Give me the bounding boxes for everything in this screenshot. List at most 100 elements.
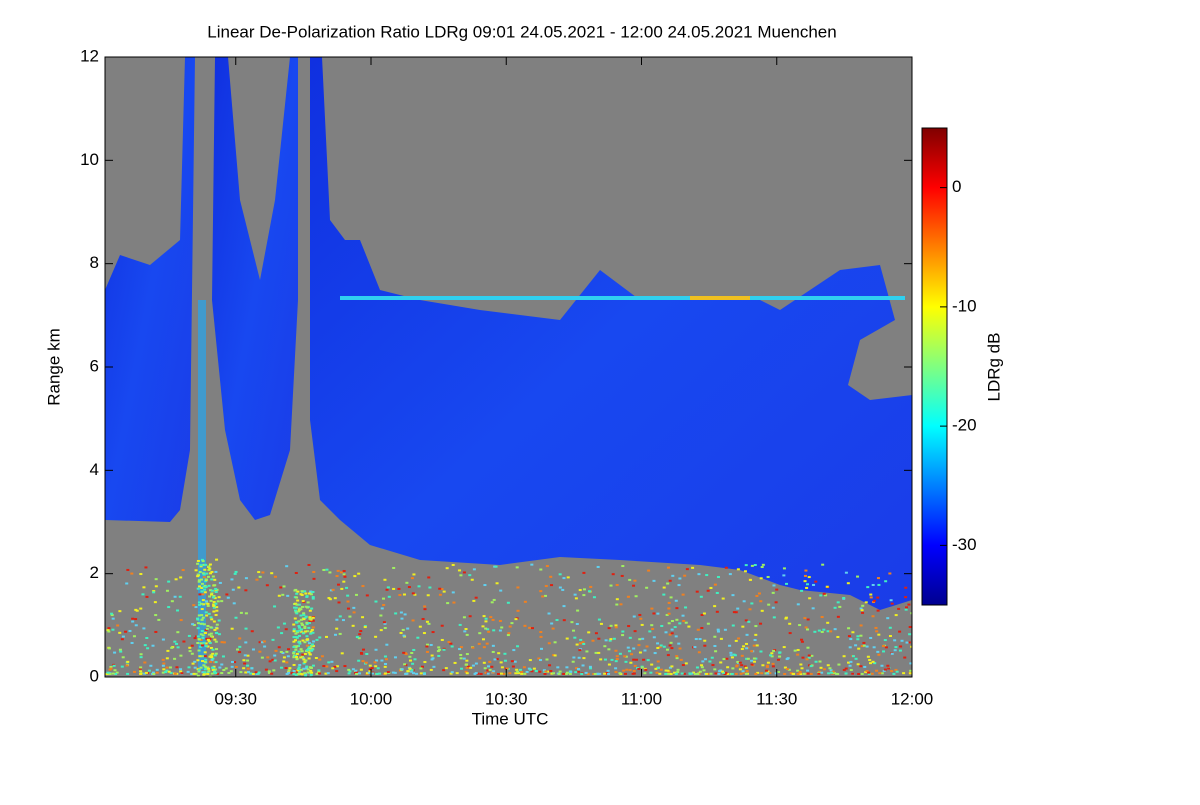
speckle xyxy=(205,614,209,617)
speckle xyxy=(628,636,632,639)
speckle xyxy=(787,668,791,671)
speckle xyxy=(266,656,270,659)
speckle xyxy=(703,644,707,647)
speckle xyxy=(206,575,210,578)
speckle xyxy=(310,607,314,610)
speckle xyxy=(752,657,756,660)
speckle xyxy=(575,643,579,646)
speckle xyxy=(359,630,363,633)
speckle xyxy=(806,669,810,672)
speckle xyxy=(539,647,543,650)
speckle xyxy=(337,601,341,604)
speckle xyxy=(624,660,628,663)
speckle xyxy=(294,606,298,609)
x-tick-label: 11:30 xyxy=(756,689,797,708)
speckle xyxy=(277,646,281,649)
speckle xyxy=(543,672,547,675)
speckle xyxy=(639,617,643,620)
speckle xyxy=(890,652,894,655)
speckle xyxy=(130,641,134,644)
speckle xyxy=(335,670,339,673)
speckle xyxy=(204,658,208,661)
speckle xyxy=(807,576,811,579)
speckle xyxy=(114,672,118,675)
speckle xyxy=(209,626,213,629)
noise-layer xyxy=(105,558,912,677)
speckle xyxy=(305,595,309,598)
speckle xyxy=(325,635,329,638)
speckle xyxy=(295,658,299,661)
speckle xyxy=(713,635,717,638)
speckle xyxy=(866,586,870,589)
echo-column xyxy=(198,300,206,670)
speckle xyxy=(206,602,210,605)
speckle xyxy=(213,597,217,600)
speckle xyxy=(465,659,469,662)
speckle xyxy=(874,626,878,629)
speckle xyxy=(580,672,584,675)
speckle xyxy=(352,611,356,614)
speckle xyxy=(179,619,183,622)
speckle xyxy=(677,584,681,587)
speckle xyxy=(267,671,271,674)
speckle xyxy=(900,639,904,642)
speckle xyxy=(444,667,448,670)
speckle xyxy=(788,622,792,625)
speckle xyxy=(132,635,136,638)
speckle xyxy=(368,664,372,667)
speckle xyxy=(427,622,431,625)
speckle xyxy=(267,670,271,673)
speckle xyxy=(534,670,538,673)
speckle xyxy=(208,641,212,644)
speckle xyxy=(382,621,386,624)
speckle xyxy=(200,644,204,647)
speckle xyxy=(872,646,876,649)
speckle xyxy=(667,607,671,610)
speckle xyxy=(675,657,679,660)
speckle xyxy=(196,659,200,662)
speckle xyxy=(668,666,672,669)
speckle xyxy=(138,667,142,670)
speckle xyxy=(778,651,782,654)
speckle xyxy=(134,608,138,611)
speckle xyxy=(484,617,488,620)
speckle xyxy=(311,643,315,646)
speckle xyxy=(194,606,198,609)
speckle xyxy=(807,656,811,659)
speckle xyxy=(811,607,815,610)
speckle xyxy=(609,638,613,641)
speckle xyxy=(165,589,169,592)
speckle xyxy=(766,672,770,675)
speckle xyxy=(199,666,203,669)
colorbar-tick-label: -30 xyxy=(952,535,977,554)
speckle xyxy=(625,668,629,671)
speckle xyxy=(303,627,307,630)
speckle xyxy=(713,583,717,586)
speckle xyxy=(170,646,174,649)
speckle xyxy=(311,648,315,651)
speckle xyxy=(374,635,378,638)
speckle xyxy=(299,614,303,617)
speckle xyxy=(894,646,898,649)
speckle xyxy=(856,575,860,578)
speckle xyxy=(492,629,496,632)
speckle xyxy=(415,672,419,675)
speckle xyxy=(173,657,177,660)
speckle xyxy=(598,672,602,675)
speckle xyxy=(214,672,218,675)
speckle xyxy=(309,673,313,676)
speckle xyxy=(459,574,463,577)
speckle xyxy=(873,662,877,665)
speckle xyxy=(202,563,206,566)
speckle xyxy=(336,569,340,572)
speckle xyxy=(139,653,143,656)
speckle xyxy=(716,576,720,579)
speckle xyxy=(210,656,214,659)
speckle xyxy=(311,597,315,600)
x-tick-label: 10:00 xyxy=(350,689,393,708)
speckle xyxy=(806,672,810,675)
speckle xyxy=(748,608,752,611)
speckle xyxy=(359,668,363,671)
speckle xyxy=(298,629,302,632)
speckle xyxy=(637,644,641,647)
